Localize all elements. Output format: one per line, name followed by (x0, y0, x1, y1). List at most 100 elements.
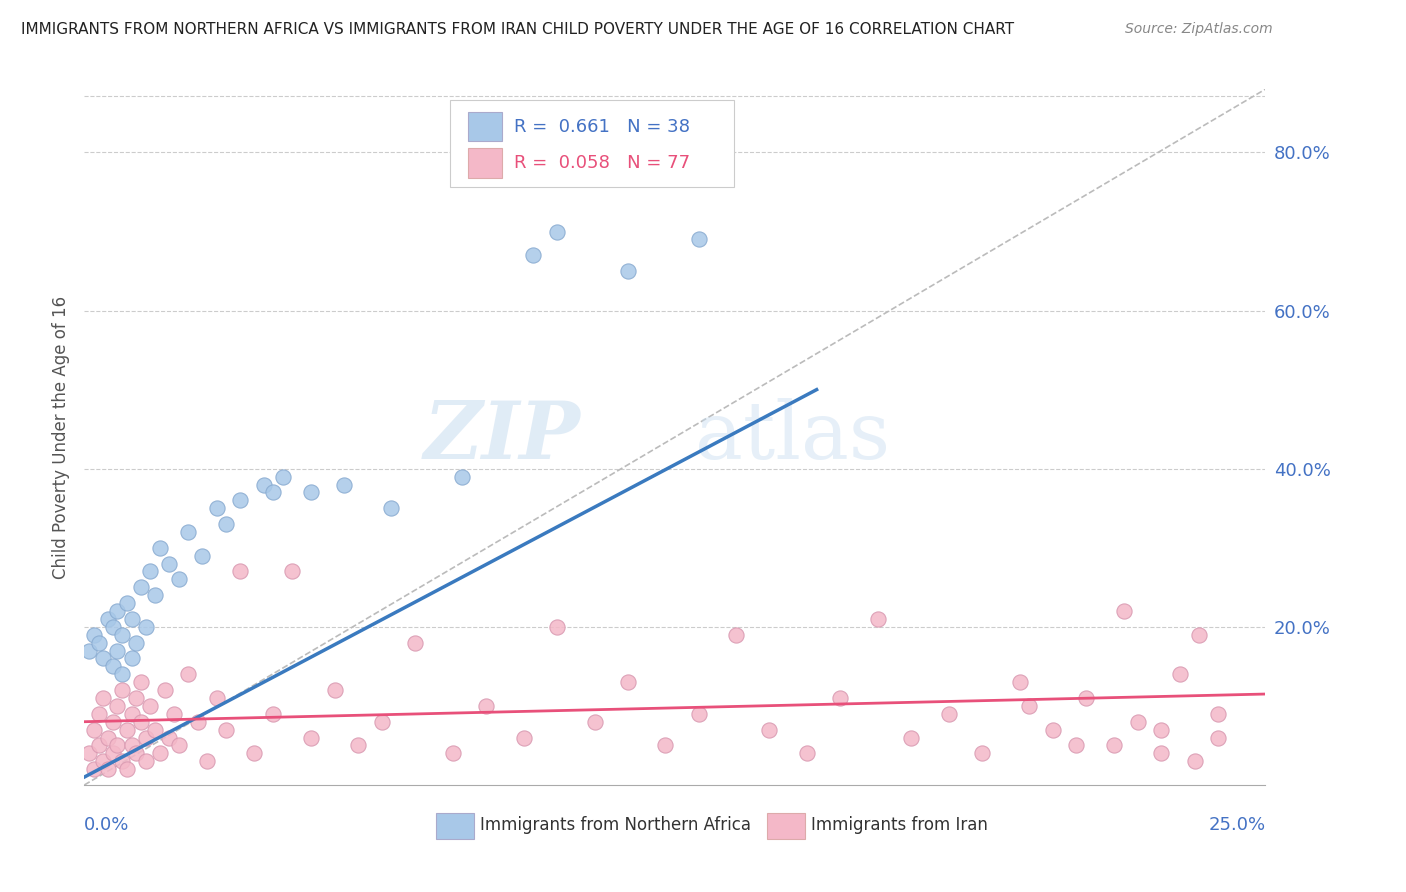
Point (143, 723, 166, 737)
Point (115, 596, 138, 610)
Point (129, 714, 152, 729)
Point (616, 264, 638, 278)
Point (938, 706, 960, 721)
Point (654, 739, 676, 753)
Point (125, 747, 148, 761)
Point (299, 485, 322, 500)
Point (135, 754, 157, 768)
Point (167, 573, 190, 587)
Point (1126, 714, 1149, 729)
Text: ZIP: ZIP (423, 399, 581, 475)
Point (111, 628, 134, 642)
Point (115, 762, 138, 776)
Point (205, 690, 228, 705)
Point (380, 501, 402, 516)
Point (323, 683, 346, 698)
Point (1018, 698, 1040, 713)
Point (91, 651, 114, 665)
Point (1206, 706, 1229, 721)
Point (107, 739, 129, 753)
Point (121, 612, 143, 626)
Point (135, 620, 157, 634)
Point (143, 588, 166, 602)
Point (1188, 628, 1211, 642)
Point (725, 628, 748, 642)
Point (215, 723, 238, 737)
Text: R =  0.058   N = 77: R = 0.058 N = 77 (515, 154, 690, 172)
Point (111, 754, 134, 768)
Point (1184, 754, 1206, 768)
FancyBboxPatch shape (436, 814, 474, 838)
Point (1150, 723, 1173, 737)
Point (135, 731, 157, 745)
Point (243, 747, 266, 761)
Point (229, 565, 252, 579)
Point (149, 747, 172, 761)
Text: Immigrants from Northern Africa: Immigrants from Northern Africa (479, 816, 751, 834)
Point (91, 754, 114, 768)
Point (139, 565, 162, 579)
Text: Immigrants from Iran: Immigrants from Iran (811, 816, 987, 834)
Point (191, 549, 214, 563)
Point (77, 643, 100, 657)
Point (139, 698, 162, 713)
Text: IMMIGRANTS FROM NORTHERN AFRICA VS IMMIGRANTS FROM IRAN CHILD POVERTY UNDER THE : IMMIGRANTS FROM NORTHERN AFRICA VS IMMIG… (21, 22, 1014, 37)
Point (87, 706, 110, 721)
Point (758, 723, 780, 737)
Point (1102, 739, 1125, 753)
Point (111, 683, 134, 698)
Point (1042, 723, 1064, 737)
Point (688, 706, 710, 721)
Point (153, 683, 176, 698)
Point (253, 477, 276, 491)
Point (616, 675, 638, 690)
Text: 0.0%: 0.0% (84, 816, 129, 834)
Point (512, 731, 534, 745)
Point (1170, 667, 1192, 681)
Point (1074, 690, 1097, 705)
Point (107, 643, 129, 657)
Point (522, 248, 544, 262)
Point (451, 469, 474, 483)
Point (177, 667, 200, 681)
Point (87, 635, 110, 649)
Point (1206, 731, 1229, 745)
Point (475, 698, 498, 713)
Point (688, 232, 710, 246)
Point (87, 739, 110, 753)
Point (1008, 675, 1031, 690)
Point (205, 501, 228, 516)
Point (187, 714, 209, 729)
FancyBboxPatch shape (468, 148, 502, 178)
Point (371, 714, 394, 729)
Point (129, 580, 152, 594)
Point (546, 620, 568, 634)
Text: R =  0.661   N = 38: R = 0.661 N = 38 (515, 118, 690, 136)
Point (441, 747, 464, 761)
Point (83, 762, 105, 776)
Point (163, 706, 186, 721)
Point (111, 667, 134, 681)
Point (195, 754, 218, 768)
FancyBboxPatch shape (450, 100, 734, 186)
FancyBboxPatch shape (768, 814, 804, 838)
Point (107, 604, 129, 618)
Point (281, 565, 304, 579)
Point (796, 747, 818, 761)
Point (830, 690, 852, 705)
Point (215, 516, 238, 531)
Point (546, 225, 568, 239)
Point (125, 635, 148, 649)
Point (866, 612, 889, 626)
Point (101, 659, 124, 673)
Point (83, 628, 105, 642)
Point (177, 524, 200, 539)
Point (83, 723, 105, 737)
Point (97, 762, 120, 776)
Point (157, 731, 180, 745)
Point (157, 557, 180, 571)
Point (404, 635, 426, 649)
Point (900, 731, 922, 745)
Point (299, 731, 322, 745)
Point (107, 698, 129, 713)
